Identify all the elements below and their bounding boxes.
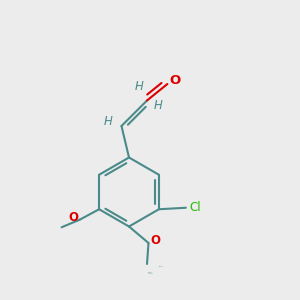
Text: methyl: methyl <box>159 266 164 267</box>
Text: O: O <box>68 211 78 224</box>
Text: O: O <box>169 74 181 88</box>
Text: H: H <box>135 80 144 93</box>
Text: methyl: methyl <box>148 273 153 274</box>
Text: O: O <box>150 234 160 247</box>
Text: H: H <box>103 115 112 128</box>
Text: methyl: methyl <box>148 272 152 273</box>
Text: Cl: Cl <box>190 201 201 214</box>
Text: H: H <box>154 98 163 112</box>
